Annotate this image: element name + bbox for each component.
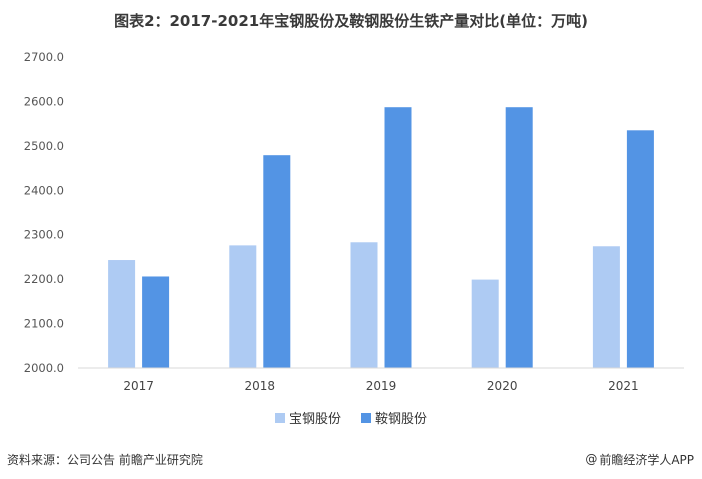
legend-label: 宝钢股份: [288, 412, 341, 427]
bar-chart: 2000.0 2100.0 2200.0 2300.0 2400.0 2500.0 2600…: [24, 50, 684, 393]
x-tick-label: 2021: [608, 379, 639, 393]
x-axis: 2017 2018 2019 2020 2021: [78, 367, 684, 393]
x-tick-label: 2020: [487, 379, 518, 393]
y-tick-label: 2200.0: [24, 272, 64, 286]
y-tick-label: 2300.0: [24, 228, 64, 242]
legend: 宝钢股份 鞍钢股份: [0, 408, 702, 427]
source-note: 资料来源：公司公告 前瞻产业研究院: [7, 452, 203, 467]
bar-series-1-2017: [108, 260, 136, 368]
y-tick-label: 2700.0: [24, 50, 64, 64]
footer: 资料来源：公司公告 前瞻产业研究院 @ 前瞻经济学人APP: [7, 450, 694, 468]
bar-series-1-2018: [229, 245, 257, 368]
x-tick-label: 2019: [366, 379, 397, 393]
y-tick-label: 2000.0: [24, 361, 64, 375]
legend-item-series-2[interactable]: 鞍钢股份: [361, 408, 427, 427]
legend-item-series-1[interactable]: 宝钢股份: [274, 408, 341, 427]
bar-series-2-2018: [263, 155, 291, 368]
legend-swatch: [274, 412, 285, 423]
y-tick-label: 2400.0: [24, 183, 64, 197]
y-tick-label: 2600.0: [24, 94, 64, 108]
bars: [108, 107, 654, 368]
brand-name: 前瞻经济学人APP: [599, 452, 694, 467]
bar-series-2-2020: [505, 107, 533, 368]
at-symbol: @: [585, 452, 598, 466]
y-axis: 2000.0 2100.0 2200.0 2300.0 2400.0 2500.0 2600…: [24, 50, 64, 375]
bar-series-2-2017: [142, 276, 170, 368]
bar-series-2-2019: [384, 107, 412, 368]
bar-series-1-2020: [471, 279, 499, 368]
bar-series-1-2019: [350, 242, 378, 368]
bar-series-2-2021: [626, 130, 654, 368]
brand-credit: @ 前瞻经济学人APP: [585, 451, 694, 468]
legend-swatch: [361, 412, 371, 423]
y-tick-label: 2100.0: [24, 317, 64, 331]
bar-series-1-2021: [592, 246, 620, 368]
x-tick-label: 2017: [123, 379, 154, 393]
chart-title: 图表2：2017-2021年宝钢股份及鞍钢股份生铁产量对比(单位：万吨): [114, 12, 588, 30]
x-tick-label: 2018: [245, 379, 276, 393]
legend-label: 鞍钢股份: [375, 412, 428, 427]
y-tick-label: 2500.0: [24, 139, 64, 153]
